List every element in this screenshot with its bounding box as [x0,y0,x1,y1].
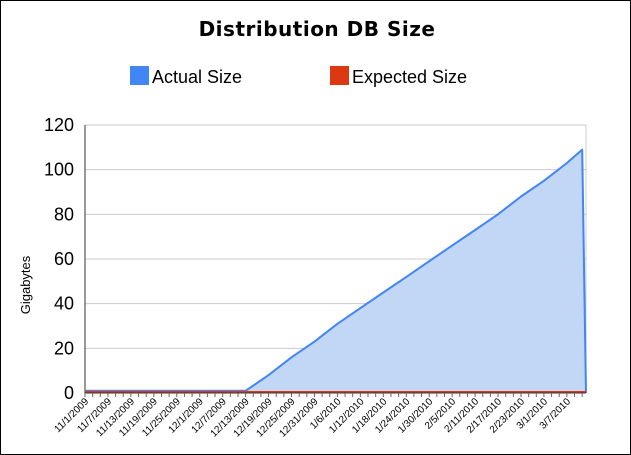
legend-label-expected: Expected Size [352,67,467,87]
y-tick-label: 0 [64,383,74,403]
legend-label-actual: Actual Size [152,67,242,87]
series-line-actual [85,148,587,394]
legend-swatch-expected [330,66,349,85]
y-tick-label: 80 [54,204,74,224]
y-tick-label: 120 [44,115,74,135]
x-axis-ticks: 11/1/200911/7/200911/13/200911/19/200911… [52,393,583,440]
legend: Actual Size Expected Size [130,66,467,87]
y-tick-label: 40 [54,294,74,314]
y-tick-label: 60 [54,249,74,269]
y-axis-label: Gigabytes [18,255,33,314]
y-tick-label: 20 [54,338,74,358]
series-area-actual [85,149,586,393]
chart-title: Distribution DB Size [199,17,436,41]
legend-swatch-actual [130,66,149,85]
y-axis-ticks: 0 20 40 60 80 100 120 [44,115,74,403]
y-tick-label: 100 [44,160,74,180]
plot-area [85,148,587,394]
